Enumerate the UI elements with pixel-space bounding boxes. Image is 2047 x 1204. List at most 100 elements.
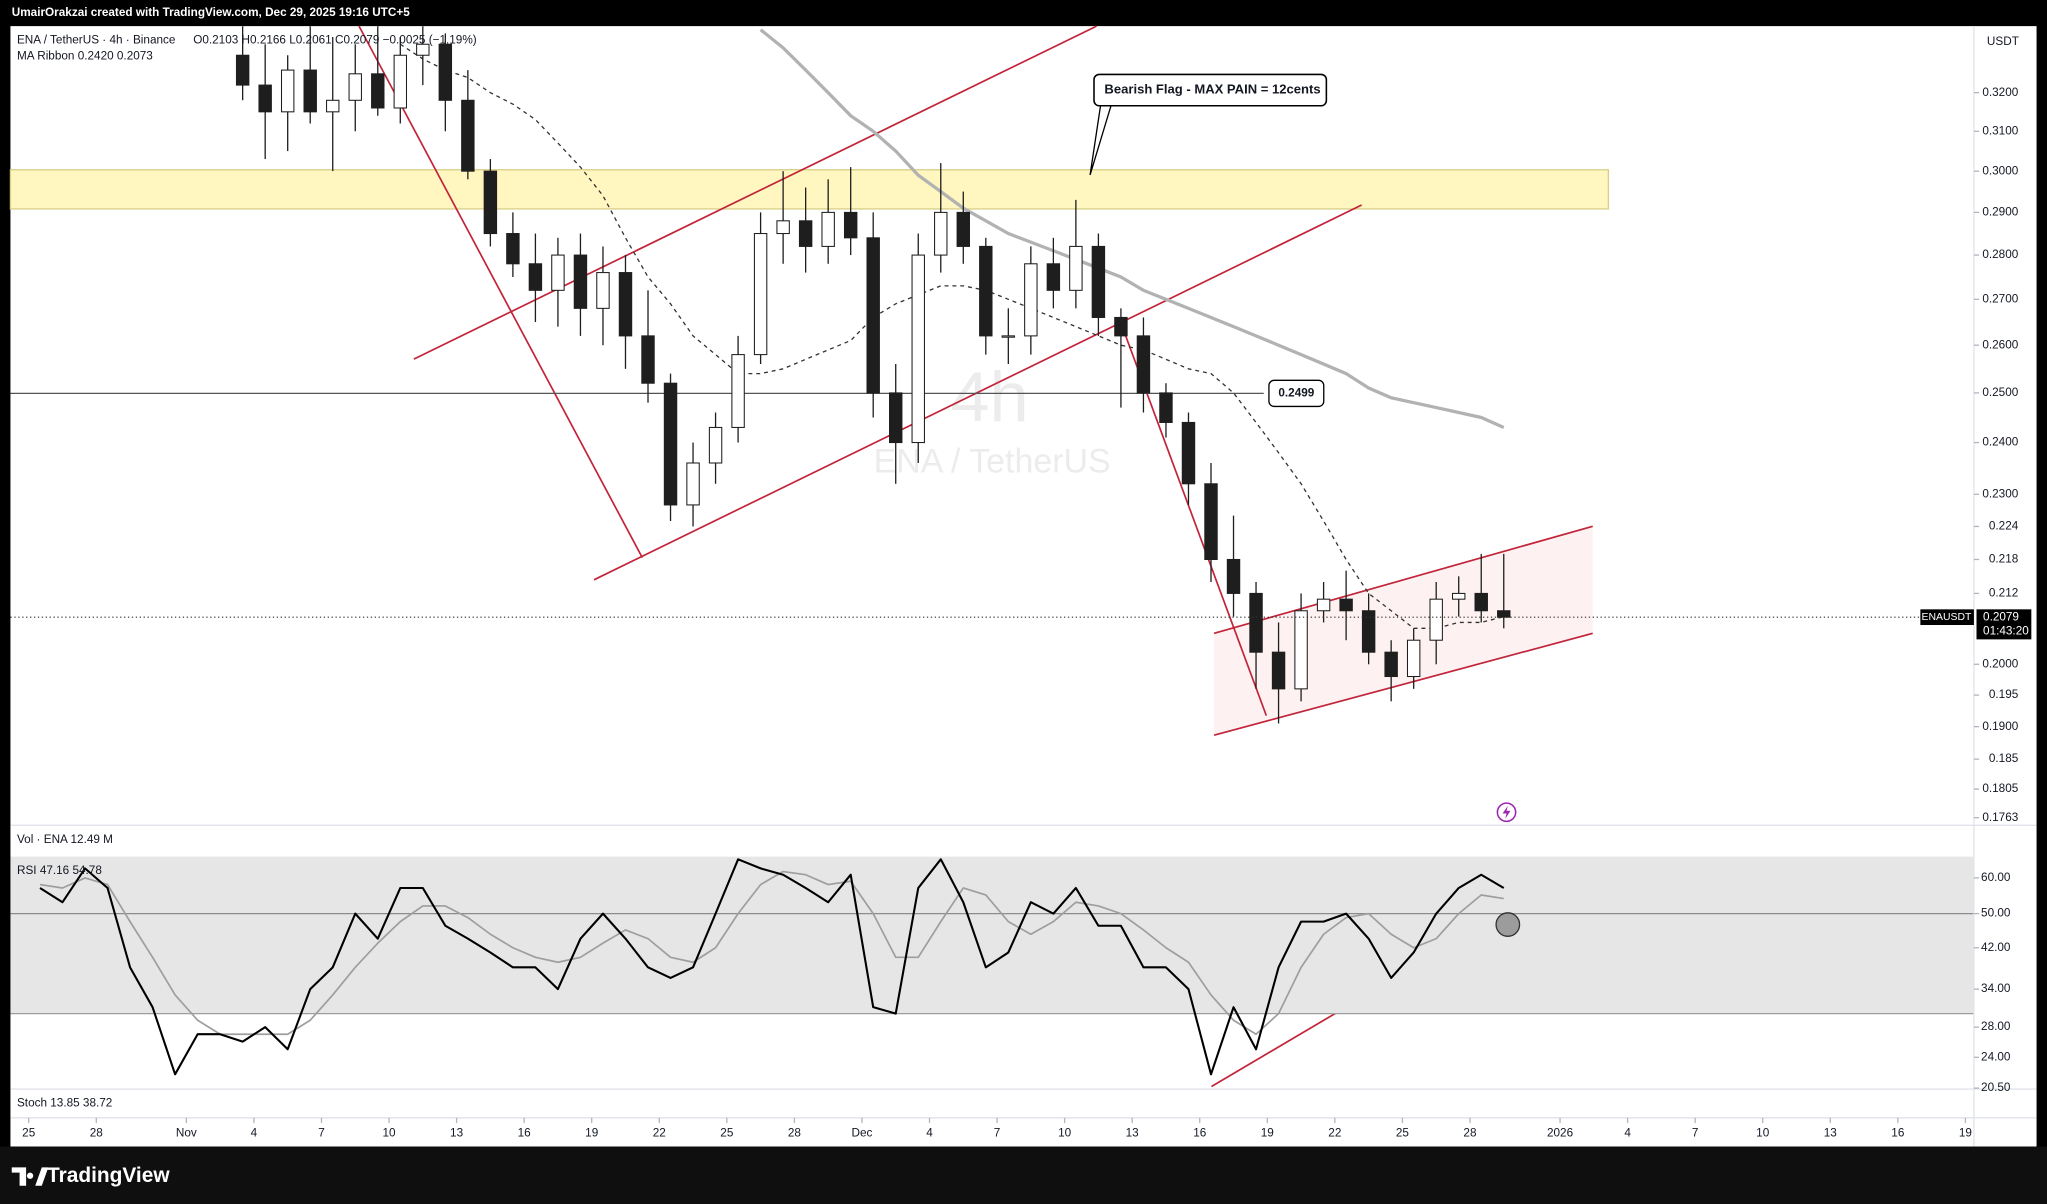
x-tick-label: 28 — [788, 1127, 802, 1140]
rsi-line — [39, 870, 1504, 1036]
x-tick-label: 16 — [1891, 1127, 1905, 1140]
rsi-legend: RSI 47.16 54.78 — [17, 864, 102, 877]
x-tick-label: 7 — [1692, 1127, 1699, 1140]
candle-body — [821, 211, 835, 247]
x-tick-label: 10 — [382, 1127, 396, 1140]
supply-zone — [9, 169, 1610, 210]
candle-body — [235, 54, 250, 86]
x-tick-label: 16 — [518, 1127, 532, 1140]
event-icon-bolt — [1502, 805, 1511, 819]
candle-body — [956, 211, 970, 247]
x-tick-label: 25 — [1396, 1127, 1410, 1140]
countdown: 01:43:20 — [1983, 625, 2029, 638]
x-tick-label: 10 — [1756, 1127, 1770, 1140]
candle-body — [1249, 592, 1263, 653]
y-tick-label: 60.00 — [1981, 871, 2011, 884]
flag-channel — [1214, 526, 1593, 736]
watermark-symbol: ENA / TetherUS — [874, 443, 1111, 481]
y-tick-label: 0.1763 — [1982, 811, 2018, 824]
candle-body — [1294, 610, 1308, 690]
candle-body — [1226, 558, 1241, 594]
candle-body — [663, 382, 678, 506]
currency: USDT — [1987, 35, 2019, 48]
level-label: 0.2499 — [1278, 386, 1314, 399]
credit: UmairOrakzai created with TradingView.co… — [12, 6, 410, 19]
candle-body — [1429, 598, 1443, 641]
candle-body — [1069, 245, 1083, 291]
candle-body — [258, 84, 272, 113]
y-tick-label: 0.1805 — [1982, 782, 2018, 795]
candle-body — [326, 99, 340, 113]
y-tick-label: 42.00 — [1981, 941, 2011, 954]
candle-body — [911, 254, 925, 444]
y-tick-label: 28.00 — [1981, 1020, 2011, 1033]
candle-body — [708, 426, 723, 464]
y-tick-label: 0.2400 — [1982, 436, 2018, 449]
candle-body — [1136, 335, 1151, 394]
x-tick-label: Dec — [851, 1127, 872, 1140]
x-tick-label: 7 — [994, 1127, 1001, 1140]
candle-body — [528, 263, 543, 291]
trendline — [413, 25, 1097, 360]
x-tick-label: 22 — [1328, 1127, 1341, 1140]
y-tick-label: 24.00 — [1981, 1050, 2011, 1063]
stoch-legend: Stoch 13.85 38.72 — [17, 1097, 112, 1110]
candle-body — [1361, 610, 1376, 653]
candle-body — [934, 211, 948, 256]
y-tick-label: 0.2300 — [1982, 487, 2018, 500]
x-tick-label: 10 — [1058, 1127, 1072, 1140]
candle-body — [1474, 592, 1488, 612]
y-tick-label: 0.195 — [1989, 688, 2019, 701]
y-tick-label: 0.2700 — [1982, 292, 2018, 305]
callout-pointer — [1089, 105, 1112, 176]
level-label-box — [1268, 379, 1325, 408]
candle-body — [1316, 598, 1331, 612]
x-tick-label: 13 — [1824, 1127, 1838, 1140]
candle-body — [798, 220, 813, 247]
y-tick-label: 0.218 — [1989, 553, 2019, 566]
x-tick-label: 13 — [1126, 1127, 1140, 1140]
symbol-tag-text: ENAUSDT — [1922, 612, 1972, 623]
x-tick-label: 2026 — [1547, 1127, 1574, 1140]
candle-body — [303, 69, 317, 113]
ma-legend: MA Ribbon 0.2420 0.2073 — [17, 49, 153, 62]
x-tick-label: 19 — [585, 1127, 598, 1140]
candle-body — [1114, 316, 1128, 337]
candle-body — [573, 254, 588, 309]
candle-body — [416, 43, 430, 56]
rsi-line — [39, 858, 1505, 1076]
callout-box — [1093, 73, 1328, 107]
candle-body — [483, 170, 498, 235]
candle-body — [866, 237, 880, 394]
candle-body — [1384, 651, 1398, 678]
candle-body — [1452, 592, 1466, 600]
candle-body — [1204, 483, 1218, 561]
x-tick-label: 4 — [926, 1127, 933, 1140]
marker-circle — [1495, 912, 1521, 937]
symbol-legend: ENA / TetherUS · 4h · Binance — [17, 34, 176, 47]
x-tick-label: 25 — [720, 1127, 734, 1140]
moving-average — [759, 28, 1505, 429]
y-tick-label: 34.00 — [1981, 982, 2011, 995]
candle-body — [889, 392, 903, 444]
candle-body — [1024, 263, 1038, 337]
price-tag — [1976, 609, 2032, 640]
candle-body — [1497, 610, 1511, 618]
candle-body — [1046, 263, 1061, 291]
x-tick-label: 4 — [1624, 1127, 1631, 1140]
candle-body — [753, 233, 768, 356]
candle-body — [1181, 421, 1196, 485]
candle-body — [641, 335, 655, 384]
price-pane — [10, 26, 1511, 724]
y-tick-label: 0.212 — [1989, 587, 2018, 600]
volume-legend: Vol · ENA 12.49 M — [17, 833, 113, 846]
candle-body — [596, 272, 610, 309]
candle-body — [438, 43, 453, 101]
candle-body — [551, 254, 565, 291]
trendline — [358, 25, 644, 559]
x-tick-label: 19 — [1959, 1127, 1972, 1140]
x-tick-label: 13 — [450, 1127, 464, 1140]
candle-body — [776, 220, 790, 235]
